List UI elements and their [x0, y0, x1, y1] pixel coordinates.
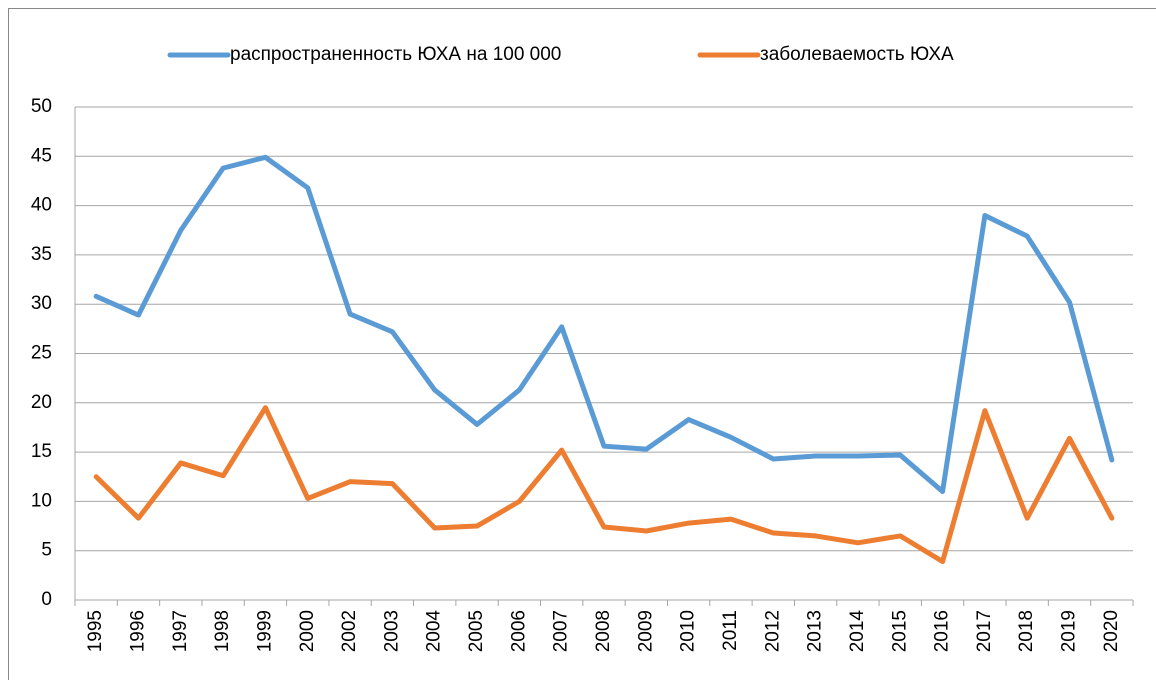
- legend-label: распространенность ЮХА на 100 000: [230, 44, 561, 65]
- x-tick-label: 2005: [466, 610, 487, 652]
- x-tick-label: 2006: [508, 610, 529, 652]
- legend-label: заболеваемость ЮХА: [760, 44, 954, 65]
- x-tick-label: 2011: [720, 610, 741, 651]
- x-tick-label: 2010: [678, 610, 699, 652]
- x-tick-label: 1995: [85, 610, 106, 652]
- x-tick-label: 2007: [551, 610, 572, 652]
- x-tick-label: 1997: [170, 610, 191, 652]
- y-tick-label: 20: [31, 392, 52, 413]
- x-tick-label: 2019: [1059, 610, 1080, 652]
- x-tick-label: 2008: [593, 610, 614, 652]
- x-tick-label: 2015: [889, 610, 910, 652]
- x-tick-label: 1998: [212, 610, 233, 652]
- x-tick-label: 2014: [847, 610, 868, 653]
- x-tick-label: 2016: [932, 610, 953, 652]
- y-tick-label: 0: [41, 589, 52, 610]
- x-tick-label: 2003: [381, 610, 402, 652]
- y-tick-label: 45: [31, 145, 52, 166]
- y-tick-label: 50: [31, 96, 52, 117]
- x-tick-label: 1996: [127, 610, 148, 652]
- x-tick-label: 2002: [339, 610, 360, 652]
- x-tick-label: 2013: [805, 610, 826, 652]
- x-tick-label: 2009: [635, 610, 656, 652]
- series-line: [93, 405, 1115, 565]
- y-tick-label: 40: [31, 195, 52, 216]
- chart-frame: [8, 8, 1156, 680]
- y-tick-label: 5: [41, 540, 52, 561]
- y-tick-label: 10: [31, 490, 52, 511]
- x-tick-label: 2004: [424, 610, 445, 653]
- y-tick-label: 15: [31, 441, 52, 462]
- y-tick-label: 25: [31, 343, 52, 364]
- x-tick-label: 2020: [1101, 610, 1122, 652]
- x-tick-label: 2017: [974, 610, 995, 652]
- y-tick-label: 30: [31, 293, 52, 314]
- series-line: [93, 154, 1115, 495]
- x-tick-label: 2000: [297, 610, 318, 652]
- x-tick-label: 2012: [762, 610, 783, 652]
- x-tick-label: 1999: [254, 610, 275, 652]
- x-tick-label: 2018: [1016, 610, 1037, 652]
- y-tick-label: 35: [31, 244, 52, 265]
